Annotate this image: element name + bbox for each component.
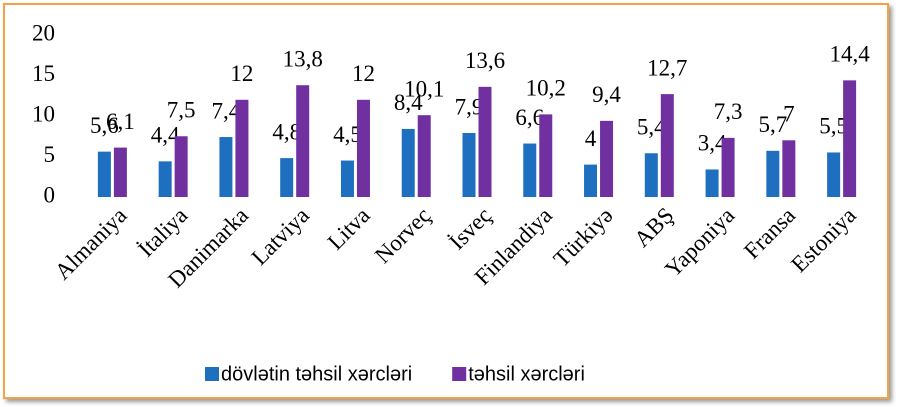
bar [235,99,249,197]
bar [782,140,796,197]
legend-label: dövlətin təhsil xərcləri [221,363,412,385]
data-label: 7,3 [714,99,743,124]
bar [600,120,614,197]
bar [158,161,172,197]
bar [705,169,719,197]
bar [478,86,492,197]
y-tick-label: 0 [44,182,56,207]
y-tick-label: 15 [32,61,55,86]
bar [644,153,658,197]
bar [356,99,370,197]
bar [523,143,537,197]
legend-label: təhsil xərcləri [468,363,585,385]
bar [296,85,310,197]
data-label: 14,4 [829,42,870,67]
bar [174,136,188,197]
bar [827,152,841,197]
bar [219,137,233,197]
data-label: 8,4 [394,90,423,115]
bar [766,150,780,197]
bar [843,80,857,197]
frame [3,3,889,399]
bar [539,114,553,197]
y-tick-label: 5 [44,142,56,167]
data-label: 7 [783,102,795,127]
data-label: 13,6 [465,48,505,73]
bar [462,133,476,197]
bar [113,147,127,197]
data-label: 12 [352,61,375,86]
data-label: 9,4 [592,82,621,107]
data-label: 5,7 [758,112,787,137]
bar [721,137,735,197]
data-label: 10,2 [526,76,566,101]
bar [280,158,294,197]
y-tick-label: 10 [32,101,55,126]
data-label: 4 [585,126,597,151]
y-tick-label: 20 [32,20,55,45]
data-label: 6,1 [106,109,135,134]
data-label: 12,7 [647,55,687,80]
bar [401,128,415,197]
legend-swatch [205,367,219,381]
bar [340,160,354,197]
bar [660,94,674,197]
data-label: 12 [230,61,253,86]
bar [584,164,598,197]
bar [97,151,111,197]
data-label: 13,8 [283,47,323,72]
data-label: 7,5 [167,98,196,123]
data-label: 10,1 [404,76,444,101]
legend-swatch [452,367,467,381]
bar [417,115,431,197]
data-label: 5,6 [90,113,119,138]
